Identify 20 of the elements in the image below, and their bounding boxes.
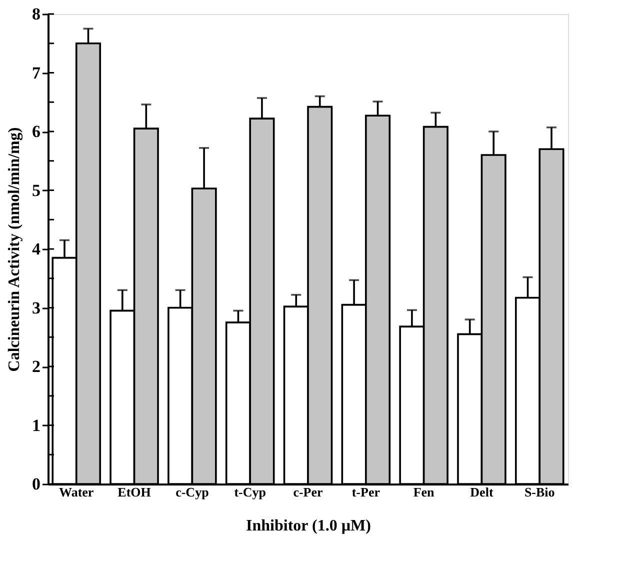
x-tick-label: Fen <box>413 484 436 500</box>
x-tick-label: EtOH <box>118 484 151 500</box>
y-tick-label: 3 <box>32 298 40 318</box>
y-tick-label: 1 <box>32 416 40 435</box>
y-tick-label: 7 <box>32 63 41 82</box>
y-axis-title: Calcineurin Activity (nmol/min/mg) <box>6 127 23 372</box>
x-tick-label: Water <box>59 484 94 500</box>
y-tick-label: 5 <box>32 180 40 200</box>
y-tick-label: 8 <box>32 4 40 24</box>
x-tick-label: Delt <box>470 484 494 500</box>
x-tick-label: t-Cyp <box>234 484 266 500</box>
y-tick-label: 0 <box>32 474 40 494</box>
y-tick-label: 2 <box>32 357 40 376</box>
x-tick-label: t-Per <box>352 484 380 500</box>
y-tick-label: 4 <box>32 240 41 258</box>
x-tick-label: c-Cyp <box>176 484 209 500</box>
x-tick-label: c-Per <box>293 484 324 500</box>
x-tick-label: S-Bio <box>524 484 555 500</box>
y-tick-label: 6 <box>32 122 40 141</box>
x-axis-title: Inhibitor (1.0 µM) <box>246 518 371 534</box>
